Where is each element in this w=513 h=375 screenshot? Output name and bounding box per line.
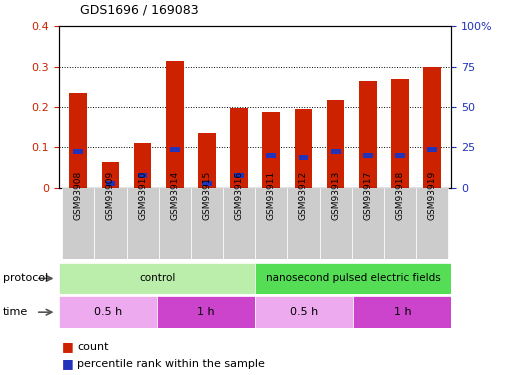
Text: GSM93918: GSM93918: [396, 170, 404, 220]
Bar: [353, 296, 451, 328]
Bar: [102, 162, 120, 188]
Text: GSM93911: GSM93911: [267, 170, 276, 220]
Text: GSM93910: GSM93910: [138, 170, 147, 220]
Bar: [327, 100, 345, 188]
Text: time: time: [3, 307, 28, 317]
Bar: [159, 188, 191, 259]
Bar: [202, 181, 212, 186]
Bar: [191, 188, 223, 259]
Bar: [255, 296, 353, 328]
Bar: [391, 79, 409, 188]
Bar: [255, 188, 287, 259]
Bar: [416, 188, 448, 259]
Bar: [287, 188, 320, 259]
Text: GSM93909: GSM93909: [106, 170, 115, 220]
Bar: [223, 188, 255, 259]
Bar: [266, 153, 276, 158]
Text: GSM93916: GSM93916: [234, 170, 244, 220]
Bar: [59, 262, 255, 294]
Bar: [69, 93, 87, 188]
Bar: [166, 60, 184, 188]
Bar: [234, 173, 244, 178]
Bar: [106, 181, 115, 186]
Text: percentile rank within the sample: percentile rank within the sample: [77, 359, 265, 369]
Text: GSM93914: GSM93914: [170, 170, 180, 220]
Bar: [62, 188, 94, 259]
Text: ■: ■: [62, 357, 73, 370]
Text: nanosecond pulsed electric fields: nanosecond pulsed electric fields: [266, 273, 441, 284]
Bar: [127, 188, 159, 259]
Text: GSM93917: GSM93917: [363, 170, 372, 220]
Bar: [359, 81, 377, 188]
Bar: [294, 109, 312, 188]
Text: GSM93915: GSM93915: [203, 170, 211, 220]
Bar: [384, 188, 416, 259]
Text: GSM93913: GSM93913: [331, 170, 340, 220]
Bar: [198, 133, 216, 188]
Text: ■: ■: [62, 340, 73, 353]
Text: 0.5 h: 0.5 h: [94, 307, 122, 317]
Text: GSM93919: GSM93919: [428, 170, 437, 220]
Bar: [230, 108, 248, 188]
Bar: [134, 143, 151, 188]
Bar: [352, 188, 384, 259]
Bar: [299, 154, 308, 160]
Bar: [395, 153, 405, 158]
Bar: [170, 147, 180, 152]
Bar: [59, 296, 157, 328]
Bar: [423, 67, 441, 188]
Bar: [263, 112, 280, 188]
Text: 0.5 h: 0.5 h: [290, 307, 319, 317]
Bar: [331, 148, 341, 154]
Bar: [157, 296, 255, 328]
Bar: [73, 148, 83, 154]
Bar: [363, 153, 372, 158]
Bar: [255, 262, 451, 294]
Text: control: control: [139, 273, 175, 284]
Bar: [320, 188, 352, 259]
Text: 1 h: 1 h: [198, 307, 215, 317]
Text: protocol: protocol: [3, 273, 48, 284]
Text: count: count: [77, 342, 108, 352]
Bar: [427, 147, 437, 152]
Text: 1 h: 1 h: [393, 307, 411, 317]
Text: GDS1696 / 169083: GDS1696 / 169083: [80, 4, 198, 17]
Bar: [138, 173, 148, 178]
Text: GSM93912: GSM93912: [299, 170, 308, 220]
Text: GSM93908: GSM93908: [74, 170, 83, 220]
Bar: [94, 188, 127, 259]
